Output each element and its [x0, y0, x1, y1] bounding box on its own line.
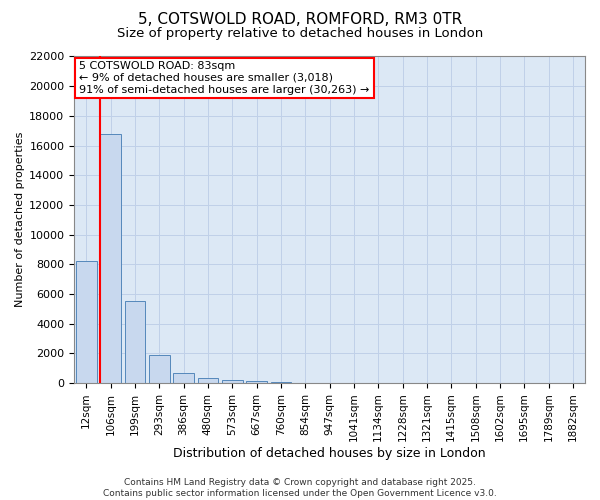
Bar [76, 262, 97, 383]
Bar [100, 134, 121, 383]
Text: 5, COTSWOLD ROAD, ROMFORD, RM3 0TR: 5, COTSWOLD ROAD, ROMFORD, RM3 0TR [138, 12, 462, 28]
Bar [246, 382, 267, 383]
Bar [222, 380, 242, 383]
Text: Size of property relative to detached houses in London: Size of property relative to detached ho… [117, 28, 483, 40]
Bar [173, 372, 194, 383]
Bar [149, 355, 170, 383]
Bar [271, 382, 291, 383]
Text: 5 COTSWOLD ROAD: 83sqm
← 9% of detached houses are smaller (3,018)
91% of semi-d: 5 COTSWOLD ROAD: 83sqm ← 9% of detached … [79, 62, 370, 94]
Bar [125, 302, 145, 383]
Bar [197, 378, 218, 383]
X-axis label: Distribution of detached houses by size in London: Distribution of detached houses by size … [173, 447, 486, 460]
Y-axis label: Number of detached properties: Number of detached properties [15, 132, 25, 308]
Text: Contains HM Land Registry data © Crown copyright and database right 2025.
Contai: Contains HM Land Registry data © Crown c… [103, 478, 497, 498]
